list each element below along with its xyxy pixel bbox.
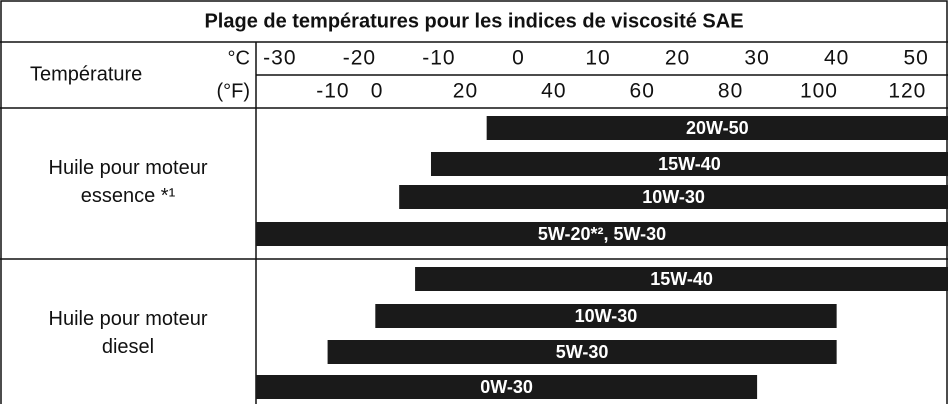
group-label: Huile pour moteur essence *¹ [49, 157, 208, 207]
bar-label: 5W-30 [556, 342, 609, 362]
range-bar [399, 185, 948, 209]
axis-label: Température [30, 63, 142, 85]
x2-tick-label: 80 [718, 80, 743, 103]
bar-label: 5W-20*², 5W-30 [538, 224, 666, 244]
range-bar [256, 222, 948, 246]
x2-tick-label: 0 [371, 80, 384, 103]
group-label-line: Huile pour moteur [49, 157, 208, 179]
group-label-line: Huile pour moteur [49, 308, 208, 330]
range-bar [375, 304, 837, 328]
chart-title: Plage de températures pour les indices d… [204, 10, 743, 32]
axis-unit: (°F) [216, 80, 250, 102]
x2-tick-label: 40 [541, 80, 566, 103]
range-bar [486, 116, 948, 140]
x-tick-label: -30 [263, 47, 296, 70]
group-label-line: diesel [102, 336, 154, 358]
axis-unit: °C [228, 47, 250, 69]
x2-tick-label: 60 [630, 80, 655, 103]
bar-label: 20W-50 [686, 118, 749, 138]
x2-tick-label: 100 [800, 80, 838, 103]
range-bar [430, 152, 948, 176]
x-tick-label: 30 [744, 47, 769, 70]
bar-label: 15W-40 [650, 269, 713, 289]
x2-tick-label: -10 [316, 80, 349, 103]
bar-label: 10W-30 [575, 306, 638, 326]
range-bar [256, 375, 758, 399]
range-bar [415, 267, 948, 291]
bar-label: 10W-30 [642, 187, 705, 207]
group-label: Huile pour moteur diesel [49, 308, 208, 358]
x2-tick-label: 120 [888, 80, 926, 103]
bar-label: 15W-40 [658, 154, 721, 174]
x-tick-label: -20 [343, 47, 376, 70]
bar-label: 0W-30 [480, 377, 533, 397]
range-bar [327, 340, 837, 364]
x-tick-label: -10 [422, 47, 455, 70]
group-label-line: essence *¹ [81, 185, 176, 207]
x-tick-label: 0 [512, 47, 525, 70]
x-tick-label: 20 [665, 47, 690, 70]
x-tick-label: 50 [904, 47, 929, 70]
x2-tick-label: 20 [453, 80, 478, 103]
x-tick-label: 10 [585, 47, 610, 70]
x-tick-label: 40 [824, 47, 849, 70]
